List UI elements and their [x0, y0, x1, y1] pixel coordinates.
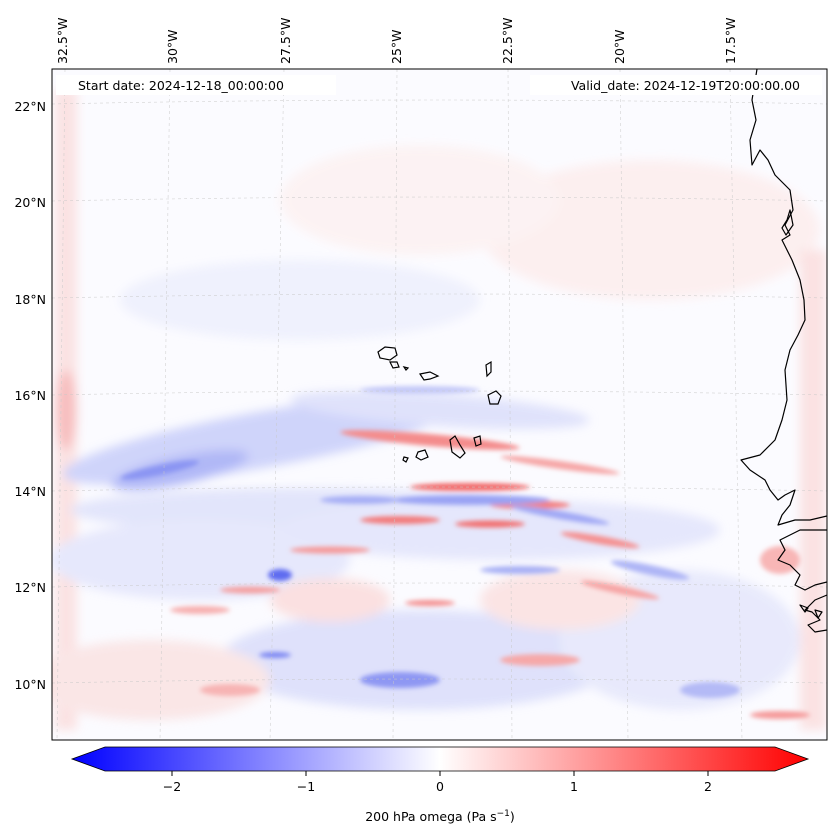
island-sao-nicolau — [419, 371, 440, 381]
parallel-14n — [52, 486, 827, 492]
lat-axis-labels: 22°N 20°N 18°N 16°N 14°N 12°N 10°N — [14, 99, 46, 692]
map-frame — [51, 68, 828, 741]
island-sal — [485, 360, 492, 378]
coast-bay — [781, 209, 794, 236]
lon-label-22-5w: 22.5°W — [500, 18, 515, 64]
colorbar-ticks — [171, 771, 709, 776]
start-date-text: Start date: 2024-12-18_00:00:00 — [78, 78, 284, 93]
meridian-30w — [159, 69, 171, 740]
colorbar-tick-neg1: −1 — [297, 779, 315, 794]
lon-axis-labels: 32.5°W 30°W 27.5°W 25°W 22.5°W 20°W 17.5… — [55, 18, 738, 64]
lat-label-16n: 16°N — [14, 388, 46, 403]
colorbar-strip — [70, 746, 810, 772]
map-panel: Start date: 2024-12-18_00:00:00 Valid_da… — [52, 69, 827, 740]
coast-guinea-bissau — [804, 594, 827, 633]
meridian-22-5w — [507, 69, 513, 740]
island-maio — [473, 435, 482, 447]
lat-label-20n: 20°N — [14, 195, 46, 210]
africa-coastline — [740, 69, 827, 526]
lon-label-32-5w: 32.5°W — [55, 18, 70, 64]
colorbar-tick-1: 1 — [570, 779, 578, 794]
colorbar-tick-neg2: −2 — [163, 779, 181, 794]
island-boa-vista — [487, 390, 502, 405]
lon-label-30w: 30°W — [165, 29, 180, 64]
cape-verde-islands — [377, 346, 502, 463]
parallel-22n — [52, 99, 827, 105]
lon-label-17-5w: 17.5°W — [723, 18, 738, 64]
lat-label-12n: 12°N — [14, 580, 46, 595]
lat-label-22n: 22°N — [14, 99, 46, 114]
omega-field — [52, 90, 826, 730]
coast-islets — [799, 604, 823, 619]
meridian-32-5w — [56, 69, 66, 740]
parallel-18n — [52, 293, 827, 299]
parallel-16n — [52, 390, 827, 396]
colorbar: −2 −1 0 1 2 200 hPa omega (Pa s−1) — [70, 746, 810, 824]
lon-label-25w: 25°W — [389, 29, 404, 64]
graticule — [52, 69, 827, 740]
start-date-box — [56, 75, 336, 95]
valid-date-text: Valid_date: 2024-12-19T20:00:00.00 — [571, 78, 800, 93]
meridian-20w — [619, 69, 629, 740]
island-santa-luzia — [402, 366, 410, 371]
coastlines — [740, 69, 827, 633]
lat-label-18n: 18°N — [14, 292, 46, 307]
coast-gambia — [777, 529, 827, 591]
lon-label-20w: 20°W — [612, 29, 627, 64]
island-sao-vicente — [389, 361, 400, 369]
island-santo-antao — [377, 346, 398, 361]
colorbar-tick-0: 0 — [436, 779, 444, 794]
lon-label-27-5w: 27.5°W — [278, 18, 293, 64]
meridian-17-5w — [729, 69, 743, 740]
lat-label-14n: 14°N — [14, 484, 46, 499]
colorbar-tick-2: 2 — [704, 779, 712, 794]
parallel-20n — [52, 196, 827, 202]
valid-date-box — [530, 75, 822, 95]
parallel-10n — [52, 678, 827, 684]
meridian-27-5w — [269, 69, 285, 740]
colorbar-label: 200 hPa omega (Pa s−1) — [365, 809, 515, 824]
island-santiago — [449, 435, 466, 459]
island-brava — [402, 456, 409, 463]
parallel-12n — [52, 582, 827, 588]
meridian-25w — [392, 69, 398, 740]
lat-label-10n: 10°N — [14, 677, 46, 692]
island-fogo — [415, 449, 429, 461]
